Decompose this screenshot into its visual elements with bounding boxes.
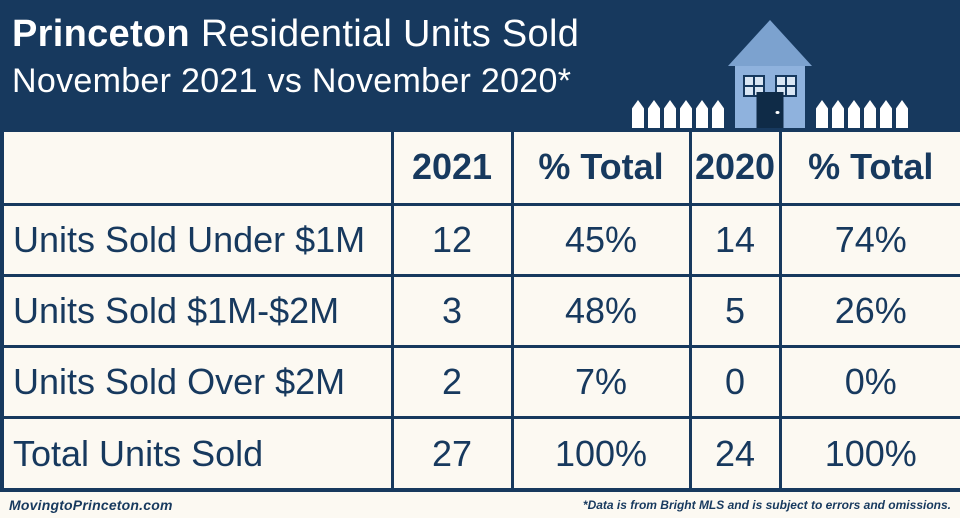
table-row-under-1m: Units Sold Under $1M 12 45% 14 74% bbox=[0, 202, 960, 277]
cell-2020-pct: 74% bbox=[778, 202, 960, 277]
cell-2021-units: 2 bbox=[390, 345, 514, 420]
fence-picket bbox=[680, 100, 692, 128]
title-brand: Princeton bbox=[12, 13, 190, 55]
page-subtitle: November 2021 vs November 2020* bbox=[12, 61, 572, 100]
cell-2020-pct: 0% bbox=[778, 345, 960, 420]
page-title: Princeton Residential Units Sold bbox=[12, 13, 960, 56]
cell-2021-pct: 48% bbox=[510, 273, 692, 349]
cell-2021-pct: 45% bbox=[510, 202, 692, 277]
header-banner: Princeton Residential Units Sold Novembe… bbox=[0, 0, 960, 128]
picket-fence-left-icon bbox=[632, 100, 724, 128]
fence-picket bbox=[896, 100, 908, 128]
units-sold-table: 2021 % Total 2020 % Total Units Sold Und… bbox=[0, 128, 960, 492]
column-header-pct-2020: % Total bbox=[778, 128, 960, 206]
cell-2020-pct: 100% bbox=[778, 416, 960, 492]
table-header-row: 2021 % Total 2020 % Total bbox=[0, 128, 960, 206]
column-header-2020: 2020 bbox=[688, 128, 782, 206]
row-label: Units Sold $1M-$2M bbox=[0, 273, 394, 349]
cell-2021-pct: 7% bbox=[510, 345, 692, 420]
window-icon bbox=[775, 75, 797, 97]
footer-bar: MovingtoPrinceton.com *Data is from Brig… bbox=[0, 492, 960, 518]
title-rest: Residential Units Sold bbox=[200, 13, 580, 55]
fence-picket bbox=[832, 100, 844, 128]
title-block: Princeton Residential Units Sold Novembe… bbox=[12, 13, 960, 100]
table-row-1m-2m: Units Sold $1M-$2M 3 48% 5 26% bbox=[0, 273, 960, 349]
fence-picket bbox=[880, 100, 892, 128]
footer-site-url: MovingtoPrinceton.com bbox=[9, 497, 173, 513]
picket-fence-right-icon bbox=[816, 100, 908, 128]
cell-2020-units: 24 bbox=[688, 416, 782, 492]
fence-picket bbox=[848, 100, 860, 128]
fence-picket bbox=[648, 100, 660, 128]
column-header-pct-2021: % Total bbox=[510, 128, 692, 206]
row-label: Total Units Sold bbox=[0, 416, 394, 492]
column-header-2021: 2021 bbox=[390, 128, 514, 206]
fence-picket bbox=[664, 100, 676, 128]
cell-2021-units: 3 bbox=[390, 273, 514, 349]
fence-picket bbox=[696, 100, 708, 128]
fence-picket bbox=[864, 100, 876, 128]
cell-2021-units: 12 bbox=[390, 202, 514, 277]
house-body-icon bbox=[735, 66, 805, 128]
house-icon bbox=[632, 20, 908, 128]
cell-2020-units: 14 bbox=[688, 202, 782, 277]
cell-2020-pct: 26% bbox=[778, 273, 960, 349]
doorknob-icon bbox=[775, 111, 780, 114]
fence-picket bbox=[816, 100, 828, 128]
cell-2020-units: 5 bbox=[688, 273, 782, 349]
column-header-blank bbox=[0, 128, 394, 206]
house-roof-icon bbox=[728, 20, 812, 66]
table-row-over-2m: Units Sold Over $2M 2 7% 0 0% bbox=[0, 345, 960, 420]
footer-disclaimer: *Data is from Bright MLS and is subject … bbox=[582, 498, 951, 512]
door-icon bbox=[756, 92, 784, 128]
table-row-total: Total Units Sold 27 100% 24 100% bbox=[0, 416, 960, 492]
house-shape-icon bbox=[728, 20, 812, 128]
row-label: Units Sold Under $1M bbox=[0, 202, 394, 277]
cell-2021-units: 27 bbox=[390, 416, 514, 492]
window-icon bbox=[743, 75, 765, 97]
cell-2021-pct: 100% bbox=[510, 416, 692, 492]
fence-picket bbox=[632, 100, 644, 128]
fence-picket bbox=[712, 100, 724, 128]
cell-2020-units: 0 bbox=[688, 345, 782, 420]
row-label: Units Sold Over $2M bbox=[0, 345, 394, 420]
